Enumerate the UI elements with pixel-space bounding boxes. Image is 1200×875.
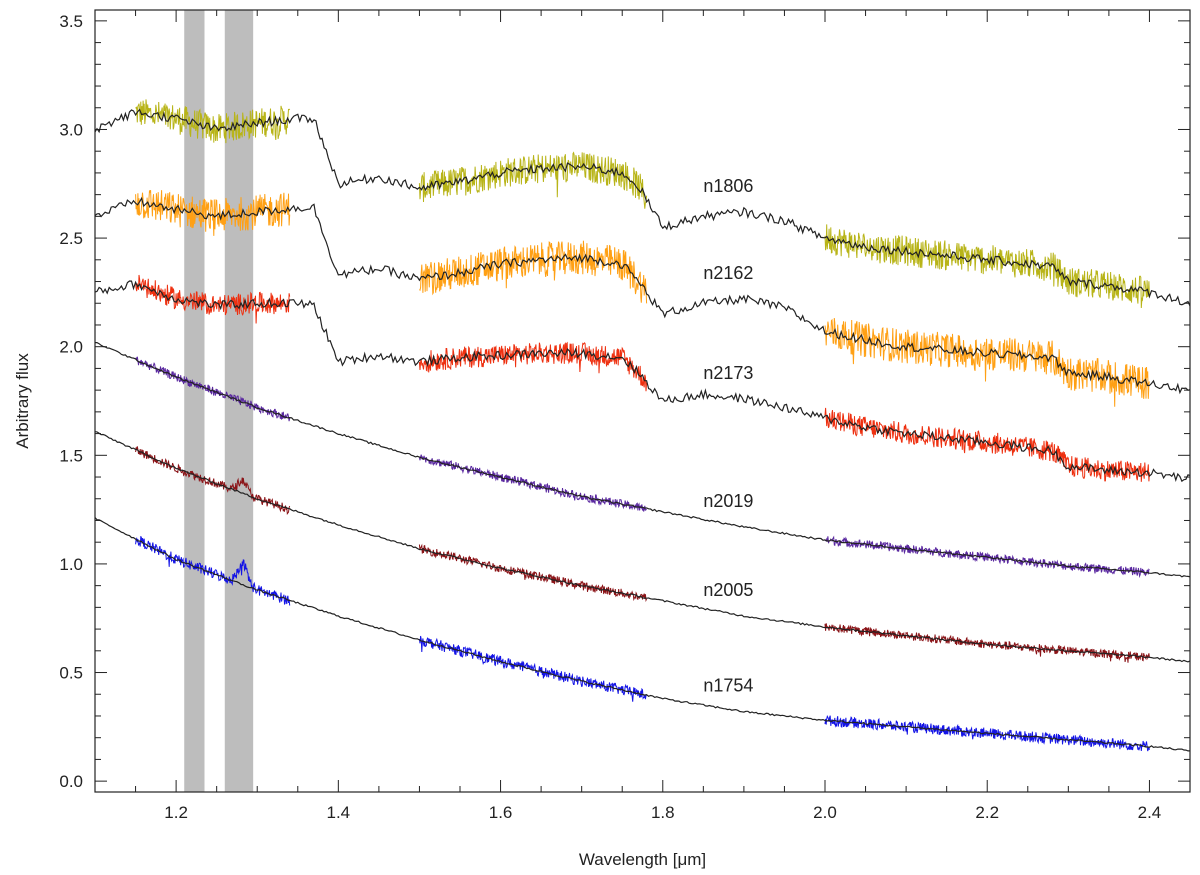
observed-n2019-segment-2 (418, 454, 647, 512)
series-labels: n1806 n2162 n2173 n2019 n2005 n1754 (703, 176, 753, 696)
model-line-n1754 (94, 517, 1190, 752)
observed-n2173-segment-1 (135, 274, 291, 324)
x-tick-label: 1.2 (164, 803, 188, 822)
observed-n1754-segment-1 (135, 535, 291, 606)
x-axis-ticks: 1.2 1.4 1.6 1.8 2.0 2.2 2.4 (94, 10, 1191, 822)
observed-n2019-segment-3 (824, 535, 1150, 579)
observed-n1754-segment-3 (824, 714, 1150, 752)
model-spectra (94, 108, 1191, 752)
model-line-n2019 (95, 342, 1191, 578)
observed-n2005-segment-1 (135, 446, 291, 516)
model-line-n2005 (94, 431, 1191, 663)
observed-n2162-segment-3 (824, 317, 1150, 407)
observed-n1806-segment-2 (418, 151, 648, 209)
plot-frame (94, 9, 1191, 793)
y-tick-label: 2.0 (59, 338, 83, 357)
y-axis-ticks: 0.0 0.5 1.0 1.5 2.0 2.5 3.0 3.5 (59, 12, 1190, 791)
series-label-n2019: n2019 (703, 491, 753, 511)
observed-n1754-segment-2 (418, 635, 647, 702)
observed-n2173-segment-3 (824, 407, 1150, 482)
observed-n2162-segment-2 (419, 240, 648, 304)
y-tick-label: 2.5 (59, 229, 83, 248)
x-tick-label: 2.4 (1138, 803, 1162, 822)
model-line-n1806 (94, 108, 1191, 307)
model-line-n2162 (94, 196, 1191, 395)
model-line-n2173 (94, 280, 1191, 483)
observed-n1806-segment-3 (824, 224, 1150, 309)
observed-n2019-segment-1 (135, 356, 291, 422)
series-label-n1754: n1754 (703, 676, 753, 696)
y-tick-label: 1.0 (59, 555, 83, 574)
series-label-n2173: n2173 (703, 363, 753, 383)
y-tick-label: 0.5 (59, 664, 83, 683)
y-tick-label: 0.0 (59, 772, 83, 791)
y-tick-label: 3.5 (59, 12, 83, 31)
x-tick-label: 1.8 (651, 803, 675, 822)
observed-n2005-segment-2 (418, 543, 648, 603)
x-tick-label: 1.4 (327, 803, 351, 822)
x-tick-label: 2.2 (975, 803, 999, 822)
x-tick-label: 2.0 (813, 803, 837, 822)
observed-n2005-segment-3 (824, 623, 1150, 663)
y-tick-label: 3.0 (59, 120, 83, 139)
y-axis-label: Arbitrary flux (13, 353, 32, 449)
x-axis-label: Wavelength [μm] (579, 850, 706, 869)
series-label-n2162: n2162 (703, 263, 753, 283)
y-tick-label: 1.5 (59, 446, 83, 465)
observed-n1806-segment-1 (135, 99, 291, 144)
observed-n2162-segment-1 (135, 190, 291, 236)
observed-spectra (135, 99, 1150, 752)
series-label-n2005: n2005 (703, 580, 753, 600)
observed-n2173-segment-2 (418, 341, 648, 392)
series-label-n1806: n1806 (703, 176, 753, 196)
x-tick-label: 1.6 (489, 803, 513, 822)
